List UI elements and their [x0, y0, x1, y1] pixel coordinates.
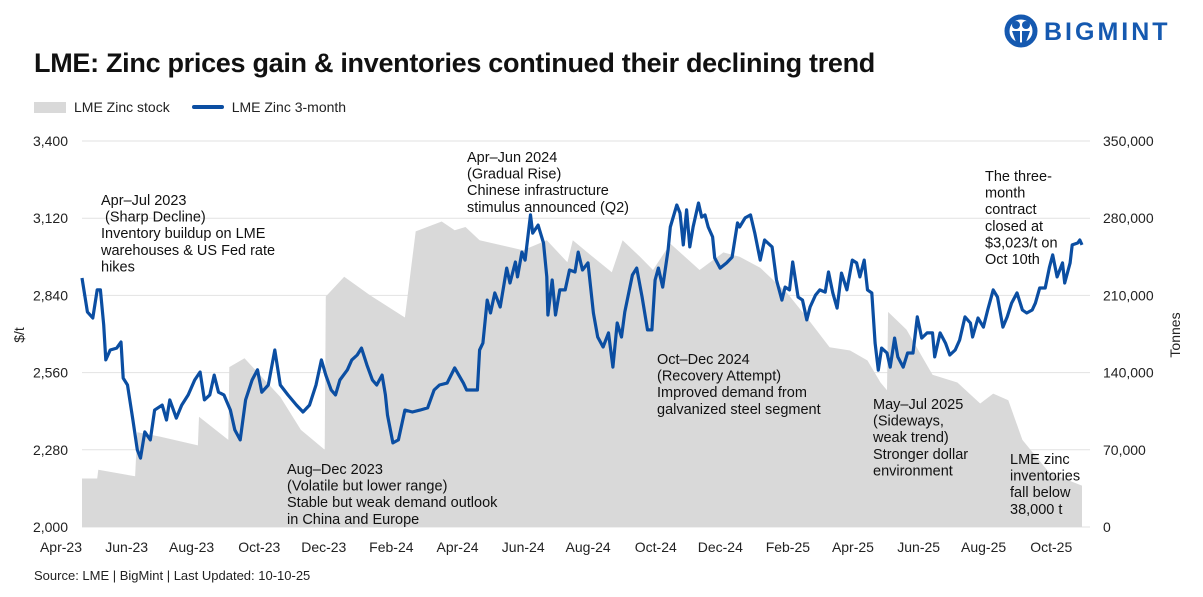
chart-title: LME: Zinc prices gain & inventories cont…	[34, 48, 876, 78]
x-tick-label: Jun-24	[502, 539, 545, 555]
annotation: May–Jul 2025(Sideways,weak trend)Stronge…	[872, 397, 968, 479]
y-tick-label: 3,120	[33, 210, 68, 226]
annotation-line: closed at	[985, 219, 1043, 235]
annotation-line: 38,000 t	[1010, 502, 1062, 518]
annotation-line: (Recovery Attempt)	[657, 369, 781, 385]
source-note: Source: LME | BigMint | Last Updated: 10…	[34, 568, 311, 583]
annotation-line: Oct–Dec 2024	[657, 352, 750, 368]
x-tick-label: Feb-25	[766, 539, 811, 555]
annotation-line: (Sharp Decline)	[101, 210, 206, 226]
right-axis-ticks: 350,000 280,000 210,000 140,000 70,000 0	[1103, 133, 1154, 535]
x-tick-label: Jun-25	[897, 539, 940, 555]
legend-price-label: LME Zinc 3-month	[231, 99, 347, 115]
annotation-line: Apr–Jun 2024	[467, 150, 557, 166]
bigmint-logo-icon	[1004, 14, 1038, 48]
x-tick-label: Dec-24	[698, 539, 743, 555]
annotation-line: inventories	[1010, 469, 1080, 485]
annotation-line: Stronger dollar	[873, 447, 968, 463]
x-tick-label: Apr-25	[832, 539, 874, 555]
y-tick-label: 2,560	[33, 365, 68, 381]
annotation-line: Improved demand from	[657, 385, 807, 401]
x-tick-label: Aug-25	[961, 539, 1006, 555]
annotation: Oct–Dec 2024(Recovery Attempt)Improved d…	[657, 352, 821, 418]
brand-name: BIGMINT	[1044, 17, 1171, 46]
y-tick-label: 2,840	[33, 287, 68, 303]
x-tick-label: Dec-23	[301, 539, 346, 555]
y2-tick-label: 350,000	[1103, 133, 1154, 149]
annotation-line: warehouses & US Fed rate	[100, 243, 275, 259]
annotation: Apr–Jul 2023 (Sharp Decline)Inventory bu…	[100, 193, 275, 275]
y2-axis-label: Tonnes	[1167, 312, 1183, 357]
annotation-line: LME zinc	[1010, 452, 1070, 468]
annotation-line: Chinese infrastructure	[467, 183, 609, 199]
annotation-line: environment	[873, 463, 953, 479]
y-tick-label: 2,000	[33, 519, 68, 535]
annotation: Apr–Jun 2024(Gradual Rise)Chinese infras…	[467, 150, 629, 216]
y2-tick-label: 210,000	[1103, 287, 1154, 303]
annotation-line: stimulus announced (Q2)	[467, 200, 629, 216]
annotation-line: (Gradual Rise)	[467, 167, 561, 183]
annotation-line: Aug–Dec 2023	[287, 462, 383, 478]
legend-stock-swatch	[34, 101, 66, 113]
x-tick-label: Aug-23	[169, 539, 214, 555]
brand-logo: BIGMINT	[1004, 14, 1171, 50]
x-tick-label: Apr-24	[437, 539, 479, 555]
annotation-line: galvanized steel segment	[657, 402, 821, 418]
annotation-line: fall below	[1010, 485, 1071, 501]
annotation-line: (Sideways,	[873, 414, 944, 430]
annotation-line: The three-	[985, 169, 1052, 185]
x-tick-label: Oct-23	[238, 539, 280, 555]
y-tick-label: 2,280	[33, 442, 68, 458]
x-tick-label: Feb-24	[369, 539, 414, 555]
x-tick-label: Oct-24	[635, 539, 677, 555]
y-axis-label: $/t	[11, 327, 27, 343]
annotation-line: $3,023/t on	[985, 235, 1058, 251]
annotation-line: Oct 10th	[985, 252, 1040, 268]
x-tick-label: Jun-23	[105, 539, 148, 555]
stock-area-layer	[82, 221, 1082, 527]
x-tick-label: Aug-24	[566, 539, 611, 555]
legend-price-swatch	[191, 105, 224, 109]
annotation-line: month	[985, 186, 1025, 202]
left-axis-ticks: 3,400 3,120 2,840 2,560 2,280 2,000	[33, 133, 68, 535]
y2-tick-label: 70,000	[1103, 442, 1146, 458]
annotations: Apr–Jul 2023 (Sharp Decline)Inventory bu…	[100, 150, 1080, 528]
annotation-line: in China and Europe	[287, 512, 419, 528]
annotation-line: weak trend)	[872, 430, 949, 446]
price-line	[80, 201, 1084, 460]
annotation-line: Apr–Jul 2023	[101, 193, 186, 209]
annotation-line: May–Jul 2025	[873, 397, 963, 413]
x-tick-label: Apr-23	[40, 539, 82, 555]
x-tick-label: Oct-25	[1030, 539, 1072, 555]
y2-tick-label: 0	[1103, 519, 1111, 535]
price-line-layer	[80, 201, 1084, 460]
annotation-line: hikes	[101, 259, 135, 275]
annotation: Aug–Dec 2023(Volatile but lower range)St…	[287, 462, 498, 528]
annotation-line: Inventory buildup on LME	[101, 226, 266, 242]
y-tick-label: 3,400	[33, 133, 68, 149]
legend-stock-label: LME Zinc stock	[74, 99, 170, 115]
stock-area	[82, 221, 1082, 527]
annotation-line: Stable but weak demand outlook	[287, 495, 498, 511]
annotation-line: (Volatile but lower range)	[287, 479, 447, 495]
y2-tick-label: 280,000	[1103, 210, 1154, 226]
legend: LME Zinc stock LME Zinc 3-month	[34, 99, 346, 115]
x-axis-ticks: Apr-23 Jun-23 Aug-23 Oct-23 Dec-23 Feb-24 Apr-…	[40, 539, 1072, 555]
annotation-line: contract	[985, 202, 1037, 218]
y2-tick-label: 140,000	[1103, 365, 1154, 381]
